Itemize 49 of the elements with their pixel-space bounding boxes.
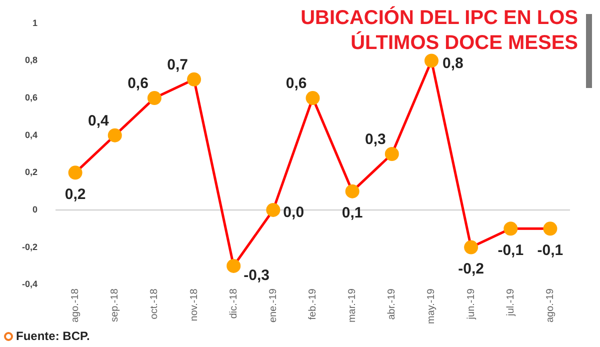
point (464, 240, 478, 254)
point (147, 91, 162, 106)
x-tick-label: nov.-18 (188, 288, 200, 322)
y-tick-label: 0,8 (24, 55, 38, 66)
point (306, 91, 320, 106)
y-tick-label: 0,2 (24, 167, 38, 178)
x-tick-label: mar.-19 (347, 288, 358, 323)
y-tick-label: 0,4 (24, 130, 38, 140)
data-label: 0,4 (88, 112, 110, 130)
data-label: 0,6 (128, 75, 148, 92)
data-label: 0,2 (64, 186, 86, 203)
point (384, 147, 399, 162)
data-label: 0,3 (365, 131, 386, 148)
data-label: -0,1 (537, 242, 564, 259)
x-tick-label: ene.-19 (268, 288, 279, 323)
point (266, 202, 280, 217)
x-tick-label: sep.-18 (110, 288, 121, 322)
x-tick-label: oct.-18 (149, 288, 160, 320)
x-tick-label: jul.-19 (505, 288, 516, 317)
data-label: -0,2 (458, 260, 484, 278)
point (424, 54, 438, 68)
data-label: 0,6 (286, 75, 307, 92)
x-tick-label: abr.-19 (386, 288, 398, 320)
x-tick-label: feb.-19 (308, 288, 319, 320)
y-tick-label: 0 (32, 204, 38, 214)
x-tick-label: may.-19 (426, 288, 438, 324)
point (543, 222, 558, 236)
data-label: 0,7 (167, 56, 188, 74)
point (345, 184, 360, 198)
y-tick-label: -0,4 (22, 279, 38, 290)
point (187, 72, 202, 86)
point (68, 166, 82, 180)
point (504, 222, 518, 236)
x-tick-label: dic.-18 (228, 288, 240, 319)
y-tick-label: -0,2 (22, 242, 38, 252)
x-tick-label: jun.-19 (466, 288, 477, 320)
data-label: 0,0 (283, 204, 304, 222)
y-tick-label: 1 (32, 18, 38, 28)
x-tick-label: ago.-19 (544, 288, 556, 323)
chart-title: UBICACIÓN DEL IPC EN LOS ÚLTIMOS DOCE MESES (300, 6, 578, 56)
data-label: 0,1 (342, 204, 363, 222)
point (108, 128, 122, 142)
data-label: 0,8 (442, 54, 464, 72)
x-tick-label: ago.-18 (70, 288, 82, 323)
data-label: -0,3 (244, 267, 270, 284)
point (226, 258, 241, 273)
data-label: -0,1 (498, 242, 524, 259)
source-note: Fuente: BCP. (16, 329, 90, 343)
y-tick-label: 0,6 (24, 92, 38, 103)
